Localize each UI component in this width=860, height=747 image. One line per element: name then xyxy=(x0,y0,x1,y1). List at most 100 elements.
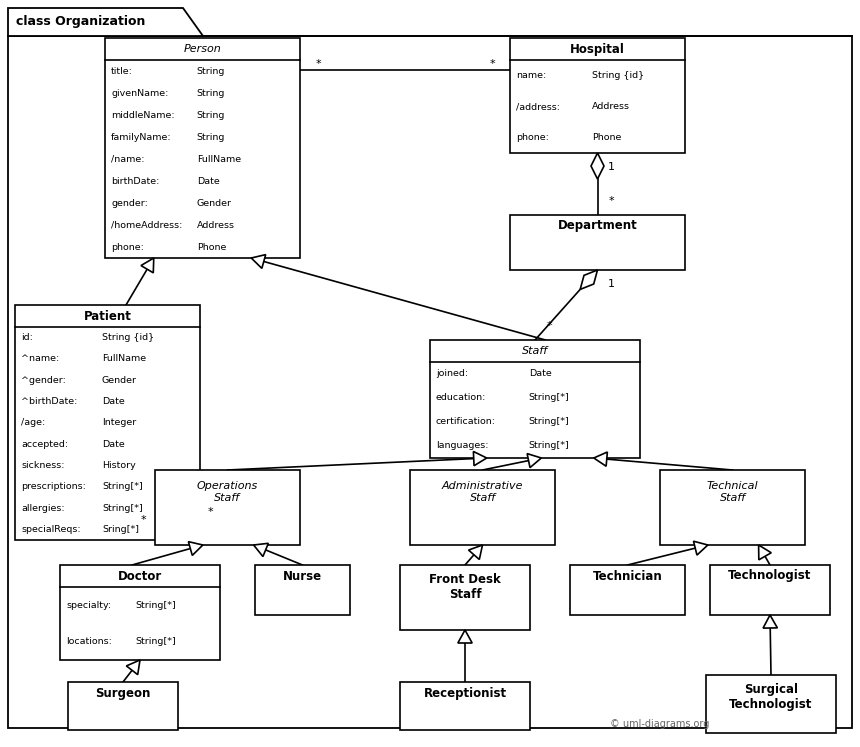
Text: String: String xyxy=(197,111,225,120)
Bar xyxy=(400,682,530,730)
Bar xyxy=(15,305,200,540)
Text: Doctor: Doctor xyxy=(118,569,163,583)
Bar xyxy=(510,215,685,270)
Text: Integer: Integer xyxy=(102,418,136,427)
Text: Surgical
Technologist: Surgical Technologist xyxy=(729,683,813,711)
Bar xyxy=(706,675,836,733)
Text: Receptionist: Receptionist xyxy=(423,686,507,699)
Text: locations:: locations: xyxy=(66,637,112,646)
Text: Technologist: Technologist xyxy=(728,569,812,583)
Text: String[*]: String[*] xyxy=(529,394,569,403)
Text: allergies:: allergies: xyxy=(21,503,64,512)
Polygon shape xyxy=(188,542,203,556)
Text: specialReqs:: specialReqs: xyxy=(21,525,81,534)
Polygon shape xyxy=(251,255,266,268)
Text: String {id}: String {id} xyxy=(102,333,154,342)
Polygon shape xyxy=(469,545,482,560)
Text: /age:: /age: xyxy=(21,418,46,427)
Text: id:: id: xyxy=(21,333,33,342)
Text: phone:: phone: xyxy=(111,243,144,252)
Text: String[*]: String[*] xyxy=(135,637,176,646)
Text: String[*]: String[*] xyxy=(529,441,569,450)
Text: Operations
Staff: Operations Staff xyxy=(197,481,258,503)
Bar xyxy=(710,565,830,615)
Polygon shape xyxy=(126,660,140,675)
Bar xyxy=(570,565,685,615)
Text: Date: Date xyxy=(529,370,551,379)
Polygon shape xyxy=(593,452,607,466)
Text: joined:: joined: xyxy=(436,370,468,379)
Text: Address: Address xyxy=(593,102,630,111)
Text: gender:: gender: xyxy=(111,199,148,208)
Text: FullName: FullName xyxy=(197,155,241,164)
Text: Technician: Technician xyxy=(593,569,662,583)
Text: Gender: Gender xyxy=(197,199,231,208)
Text: Phone: Phone xyxy=(197,243,226,252)
Text: ^gender:: ^gender: xyxy=(21,376,66,385)
Polygon shape xyxy=(141,258,154,273)
Text: Person: Person xyxy=(184,44,221,54)
Text: Date: Date xyxy=(102,397,125,406)
Bar xyxy=(68,682,178,730)
Text: Hospital: Hospital xyxy=(570,43,625,55)
Polygon shape xyxy=(254,543,268,557)
Bar xyxy=(400,565,530,630)
Text: String[*]: String[*] xyxy=(529,418,569,427)
Text: birthDate:: birthDate: xyxy=(111,176,159,185)
Text: middleName:: middleName: xyxy=(111,111,175,120)
Text: /address:: /address: xyxy=(516,102,560,111)
Bar xyxy=(255,565,350,615)
Text: *: * xyxy=(546,321,552,331)
Text: Date: Date xyxy=(197,176,219,185)
Text: *: * xyxy=(207,507,212,517)
Text: Gender: Gender xyxy=(102,376,137,385)
Text: *: * xyxy=(609,196,614,206)
Bar xyxy=(510,38,685,153)
Text: Phone: Phone xyxy=(593,133,622,142)
Text: Date: Date xyxy=(102,440,125,449)
Text: phone:: phone: xyxy=(516,133,549,142)
Text: *: * xyxy=(489,59,494,69)
Text: String[*]: String[*] xyxy=(102,503,143,512)
Text: String {id}: String {id} xyxy=(593,71,644,80)
Text: 1: 1 xyxy=(608,279,615,289)
Polygon shape xyxy=(473,451,487,465)
Bar xyxy=(430,340,640,458)
Text: certification:: certification: xyxy=(436,418,496,427)
Polygon shape xyxy=(693,542,708,555)
Polygon shape xyxy=(527,453,541,468)
Text: familyName:: familyName: xyxy=(111,132,172,141)
Text: String: String xyxy=(197,132,225,141)
Polygon shape xyxy=(580,270,598,289)
Bar xyxy=(60,565,220,660)
Text: *: * xyxy=(140,515,146,524)
Text: FullName: FullName xyxy=(102,354,146,364)
Text: ^birthDate:: ^birthDate: xyxy=(21,397,77,406)
Text: givenName:: givenName: xyxy=(111,88,169,98)
Text: name:: name: xyxy=(516,71,546,80)
Text: prescriptions:: prescriptions: xyxy=(21,483,86,492)
Text: History: History xyxy=(102,461,136,470)
Text: © uml-diagrams.org: © uml-diagrams.org xyxy=(610,719,710,729)
Text: String[*]: String[*] xyxy=(102,483,143,492)
Text: Sring[*]: Sring[*] xyxy=(102,525,139,534)
Polygon shape xyxy=(458,630,472,643)
Text: Surgeon: Surgeon xyxy=(95,686,150,699)
Text: /homeAddress:: /homeAddress: xyxy=(111,220,182,229)
Text: Front Desk
Staff: Front Desk Staff xyxy=(429,573,501,601)
Text: accepted:: accepted: xyxy=(21,440,68,449)
Text: String: String xyxy=(197,88,225,98)
Bar xyxy=(155,470,300,545)
Text: ^name:: ^name: xyxy=(21,354,59,364)
Text: String[*]: String[*] xyxy=(135,601,176,610)
Text: Address: Address xyxy=(197,220,235,229)
Text: class Organization: class Organization xyxy=(16,16,145,28)
Text: Administrative
Staff: Administrative Staff xyxy=(442,481,523,503)
Polygon shape xyxy=(8,8,203,36)
Bar xyxy=(660,470,805,545)
Text: Nurse: Nurse xyxy=(283,569,322,583)
Polygon shape xyxy=(591,153,604,179)
Text: Department: Department xyxy=(557,220,637,232)
Text: Staff: Staff xyxy=(522,346,548,356)
Text: specialty:: specialty: xyxy=(66,601,111,610)
